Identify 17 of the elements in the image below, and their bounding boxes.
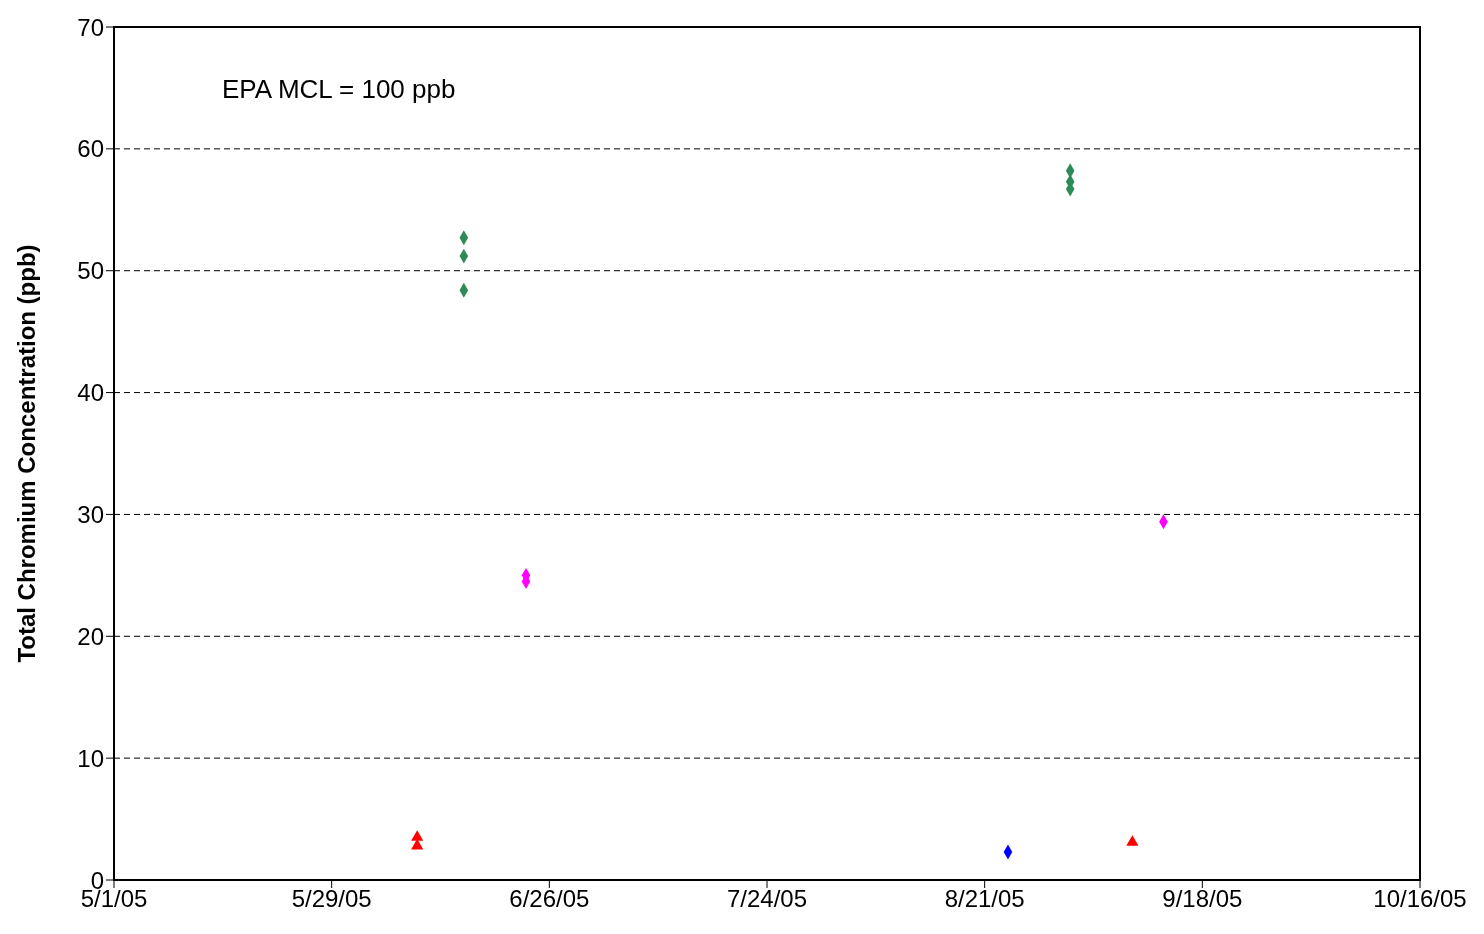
annotation: EPA MCL = 100 ppb: [222, 74, 456, 105]
x-tick-label: 5/29/05: [291, 885, 372, 913]
y-tick-label: 60: [77, 135, 104, 163]
x-tick-label: 9/18/05: [1162, 885, 1243, 913]
point: [411, 830, 424, 841]
y-tick-label: 70: [77, 13, 104, 41]
y-tick-label: 50: [77, 257, 104, 285]
x-tick-label: 6/26/05: [509, 885, 590, 913]
point: [1126, 835, 1139, 846]
x-tick-label: 10/16/05: [1373, 885, 1467, 913]
y-tick-label: 20: [77, 622, 104, 650]
x-tick-label: 7/24/05: [726, 885, 808, 913]
y-tick-label: 30: [77, 500, 104, 528]
y-tick-label: 40: [77, 379, 104, 407]
y-tick-label: 10: [77, 744, 104, 772]
y-axis-title: Total Chromium Concentration (ppb): [12, 244, 40, 663]
x-tick-label: 8/21/05: [944, 885, 1025, 913]
